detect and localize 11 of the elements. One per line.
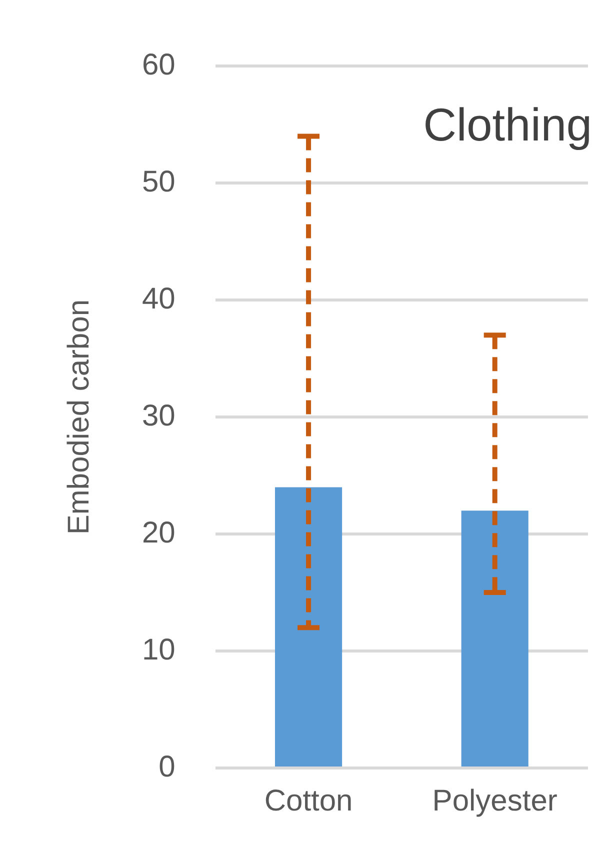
- y-tick-label: 0: [158, 750, 176, 784]
- x-tick-label: Cotton: [264, 784, 353, 818]
- y-tick-label: 10: [142, 633, 176, 666]
- y-tick-label: 40: [142, 282, 176, 316]
- y-tick-label: 20: [142, 516, 176, 550]
- text: Clothing: [423, 98, 592, 151]
- x-tick-label: Polyester: [432, 784, 558, 818]
- y-tick-label: 60: [142, 48, 176, 82]
- y-axis-title: Embodied carbon: [62, 299, 96, 535]
- y-tick-label: 30: [142, 399, 176, 432]
- y-tick-label: 50: [142, 165, 176, 198]
